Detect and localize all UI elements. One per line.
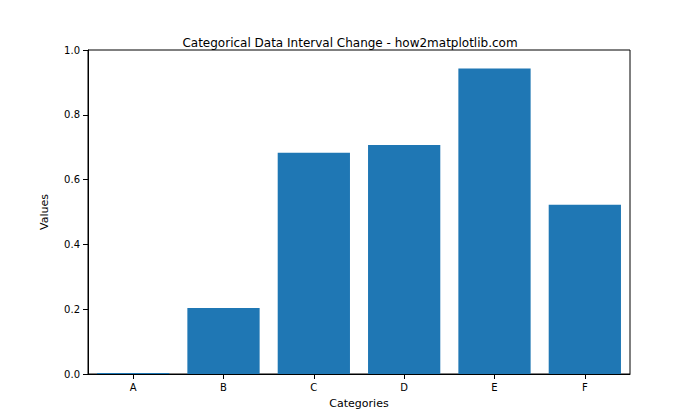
svg-text:C: C <box>310 382 317 393</box>
svg-text:0.2: 0.2 <box>64 304 80 315</box>
svg-text:1.0: 1.0 <box>64 45 80 56</box>
svg-text:0.4: 0.4 <box>64 239 80 250</box>
svg-text:Categorical Data Interval Chan: Categorical Data Interval Change - how2m… <box>182 36 517 50</box>
svg-text:0.8: 0.8 <box>64 109 80 120</box>
svg-text:E: E <box>491 382 497 393</box>
svg-text:Categories: Categories <box>329 397 389 410</box>
svg-text:0.0: 0.0 <box>64 369 80 380</box>
svg-text:F: F <box>582 382 588 393</box>
svg-text:D: D <box>400 382 408 393</box>
svg-text:B: B <box>220 382 227 393</box>
svg-text:Values: Values <box>38 194 51 230</box>
svg-text:0.6: 0.6 <box>64 174 80 185</box>
svg-text:A: A <box>130 382 137 393</box>
